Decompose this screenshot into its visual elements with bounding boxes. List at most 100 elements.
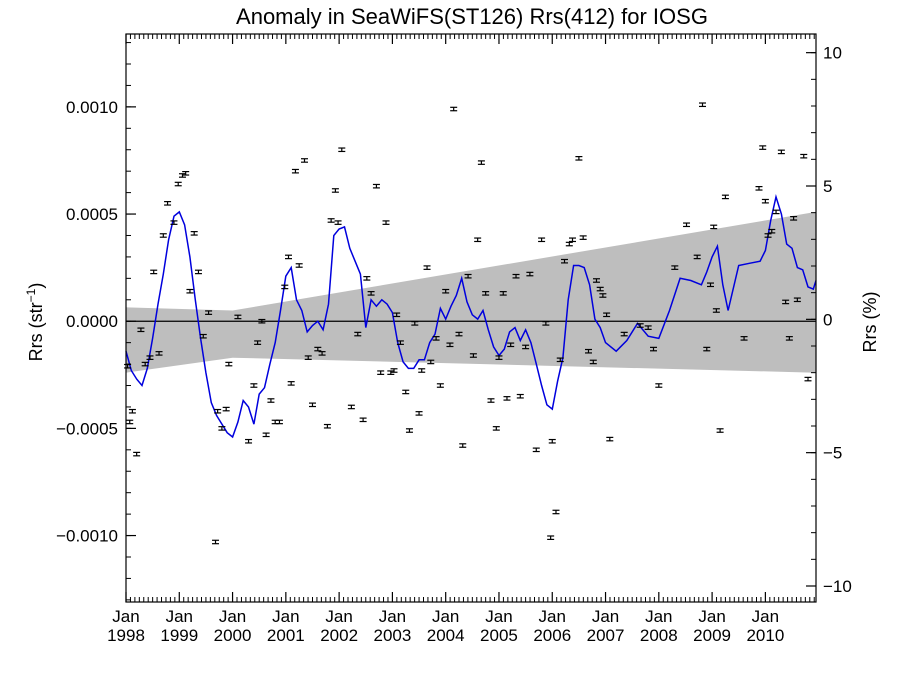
data-point bbox=[287, 381, 295, 386]
data-point bbox=[396, 340, 404, 345]
data-point bbox=[579, 235, 587, 240]
data-point bbox=[655, 383, 663, 388]
x-tick-year-label: 2007 bbox=[587, 626, 625, 645]
data-point bbox=[793, 297, 801, 303]
x-tick-month-label: Jan bbox=[166, 607, 193, 626]
data-point bbox=[804, 376, 812, 382]
data-point bbox=[589, 359, 597, 365]
data-point bbox=[150, 269, 158, 275]
data-point bbox=[334, 220, 342, 225]
data-point bbox=[538, 237, 546, 243]
data-point bbox=[548, 438, 556, 444]
data-point bbox=[291, 168, 299, 174]
data-point bbox=[761, 198, 769, 204]
data-point bbox=[782, 299, 790, 305]
x-tick-month-label: Jan bbox=[698, 607, 725, 626]
data-point bbox=[740, 336, 748, 341]
data-point bbox=[446, 342, 454, 348]
data-point bbox=[199, 333, 207, 339]
data-point bbox=[405, 428, 413, 433]
y-left-tick-label: 0.0010 bbox=[66, 98, 118, 117]
data-point bbox=[222, 406, 230, 412]
data-point bbox=[390, 368, 398, 373]
data-point bbox=[522, 344, 530, 350]
x-tick-year-label: 2001 bbox=[267, 626, 305, 645]
data-point bbox=[671, 265, 679, 270]
data-point bbox=[800, 153, 808, 159]
data-point bbox=[258, 318, 266, 324]
y-right-tick-label: −5 bbox=[823, 444, 842, 463]
data-point bbox=[565, 241, 573, 247]
data-point bbox=[214, 408, 222, 414]
data-point bbox=[620, 331, 628, 337]
data-point bbox=[250, 383, 258, 388]
data-point bbox=[556, 357, 564, 363]
data-point bbox=[507, 342, 515, 348]
data-point bbox=[354, 331, 362, 337]
data-point bbox=[592, 278, 600, 283]
data-point bbox=[423, 265, 431, 270]
x-tick-year-label: 2008 bbox=[640, 626, 678, 645]
data-point bbox=[186, 288, 194, 294]
x-tick-month-label: Jan bbox=[112, 607, 139, 626]
data-point bbox=[516, 393, 524, 399]
data-point bbox=[596, 286, 604, 292]
data-point bbox=[182, 171, 190, 176]
data-point bbox=[703, 346, 711, 352]
y-right-tick-label: −10 bbox=[823, 577, 852, 596]
x-tick-month-label: Jan bbox=[539, 607, 566, 626]
x-tick-month-label: Jan bbox=[432, 607, 459, 626]
data-point bbox=[561, 258, 569, 264]
data-point bbox=[503, 396, 511, 401]
data-point bbox=[415, 411, 423, 416]
data-point bbox=[644, 325, 652, 330]
data-point bbox=[492, 426, 500, 431]
data-point bbox=[427, 359, 435, 365]
data-point bbox=[418, 368, 426, 373]
data-point bbox=[693, 254, 701, 260]
data-point bbox=[712, 308, 720, 313]
x-tick-month-label: Jan bbox=[272, 607, 299, 626]
y-axis-left: 0.0010 0.0005 0.0000 −0.0005 −0.0010 bbox=[56, 42, 136, 601]
data-point bbox=[218, 426, 226, 431]
data-point bbox=[432, 336, 440, 341]
uncertainty-band-area bbox=[126, 211, 816, 373]
data-point bbox=[495, 355, 503, 360]
y-right-tick-label: 0 bbox=[823, 310, 832, 329]
data-point bbox=[603, 312, 611, 318]
data-point bbox=[526, 271, 534, 277]
data-point bbox=[285, 254, 293, 260]
data-point bbox=[474, 237, 482, 243]
x-tick-month-label: Jan bbox=[645, 607, 672, 626]
y-left-tick-label: 0.0000 bbox=[66, 312, 118, 331]
data-point bbox=[314, 346, 322, 352]
data-point bbox=[487, 398, 495, 403]
data-point bbox=[436, 383, 444, 388]
data-point bbox=[569, 237, 577, 243]
uncertainty-band bbox=[126, 211, 816, 373]
data-point bbox=[482, 291, 490, 296]
data-point bbox=[716, 428, 724, 433]
data-point bbox=[359, 417, 367, 423]
y-right-tick-label: 5 bbox=[823, 177, 832, 196]
y-left-tick-label: −0.0005 bbox=[56, 419, 118, 438]
data-point bbox=[755, 186, 763, 191]
y-right-tick-label: 10 bbox=[823, 44, 842, 63]
data-point bbox=[304, 355, 312, 360]
data-point bbox=[367, 291, 375, 296]
data-point bbox=[377, 370, 385, 375]
x-tick-year-label: 2010 bbox=[746, 626, 784, 645]
x-tick-year-label: 2004 bbox=[427, 626, 465, 645]
x-tick-month-label: Jan bbox=[485, 607, 512, 626]
data-point bbox=[137, 327, 145, 333]
data-point bbox=[707, 282, 715, 288]
data-point bbox=[347, 404, 355, 410]
x-tick-month-label: Jan bbox=[219, 607, 246, 626]
data-point bbox=[254, 340, 262, 345]
plot-border bbox=[125, 33, 817, 603]
data-point bbox=[128, 408, 136, 414]
data-point bbox=[190, 231, 198, 236]
data-point bbox=[402, 389, 410, 395]
data-point bbox=[599, 293, 607, 298]
data-point bbox=[459, 443, 467, 448]
